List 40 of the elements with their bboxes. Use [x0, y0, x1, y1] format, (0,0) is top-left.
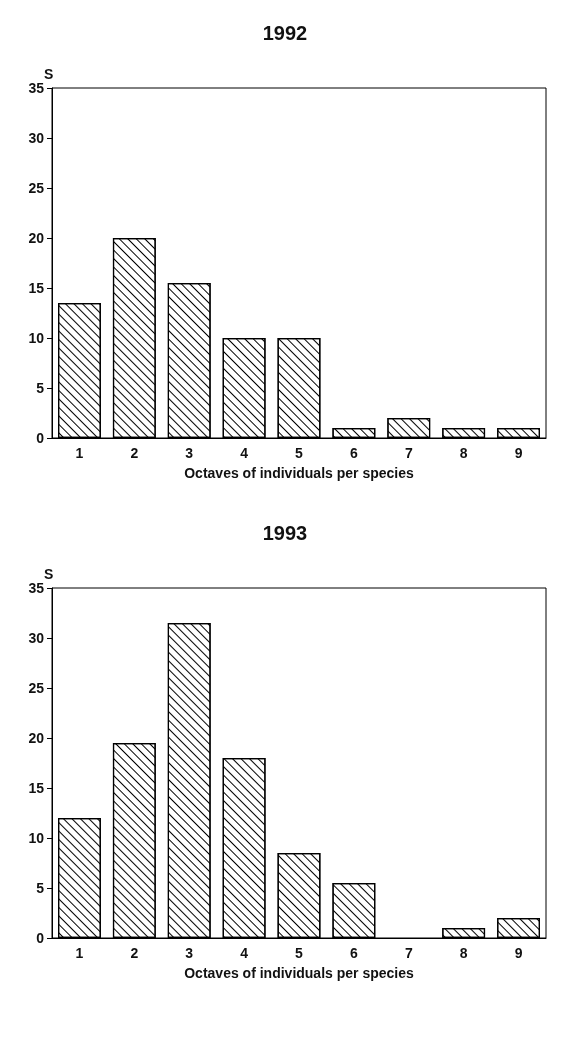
y-tick-label: 10	[28, 830, 45, 846]
x-tick-label: 4	[240, 945, 249, 961]
y-tick-label: 25	[28, 180, 45, 196]
x-tick-label: 8	[459, 945, 468, 961]
x-tick-label: 3	[185, 945, 194, 961]
x-tick-label: 9	[514, 945, 523, 961]
y-tick-label: 30	[28, 630, 45, 646]
y-tick-label: 0	[36, 930, 45, 946]
y-tick-label: 5	[36, 880, 45, 896]
x-tick-label: 6	[349, 945, 358, 961]
x-tick-label: 3	[185, 445, 194, 461]
x-tick-label: 9	[514, 445, 523, 461]
x-tick-label: 5	[295, 445, 304, 461]
x-tick-label: 7	[404, 945, 413, 961]
chart-title: 1993	[262, 522, 308, 544]
x-tick-label: 6	[349, 445, 358, 461]
x-tick-label: 1	[75, 445, 84, 461]
y-tick-label: 5	[36, 380, 45, 396]
y-tick-label: 10	[28, 330, 45, 346]
y-tick-label: 25	[28, 680, 45, 696]
x-axis-title: Octaves of individuals per species	[184, 465, 414, 481]
x-tick-label: 5	[295, 945, 304, 961]
x-tick-label: 2	[130, 445, 139, 461]
y-tick-label: 0	[36, 430, 45, 446]
x-tick-label: 1	[75, 945, 84, 961]
x-tick-label: 4	[240, 445, 249, 461]
chart-title: 1992	[262, 22, 308, 44]
y-axis-title: S	[44, 66, 54, 83]
y-axis-title: S	[44, 566, 54, 583]
x-tick-label: 2	[130, 945, 139, 961]
y-tick-label: 20	[28, 730, 45, 746]
x-tick-label: 8	[459, 445, 468, 461]
y-tick-label: 35	[28, 580, 45, 596]
y-tick-label: 20	[28, 230, 45, 246]
x-tick-label: 7	[404, 445, 413, 461]
y-tick-label: 35	[28, 80, 45, 96]
y-tick-label: 15	[28, 280, 45, 296]
y-tick-label: 15	[28, 780, 45, 796]
x-axis-title: Octaves of individuals per species	[184, 965, 414, 981]
y-tick-label: 30	[28, 130, 45, 146]
